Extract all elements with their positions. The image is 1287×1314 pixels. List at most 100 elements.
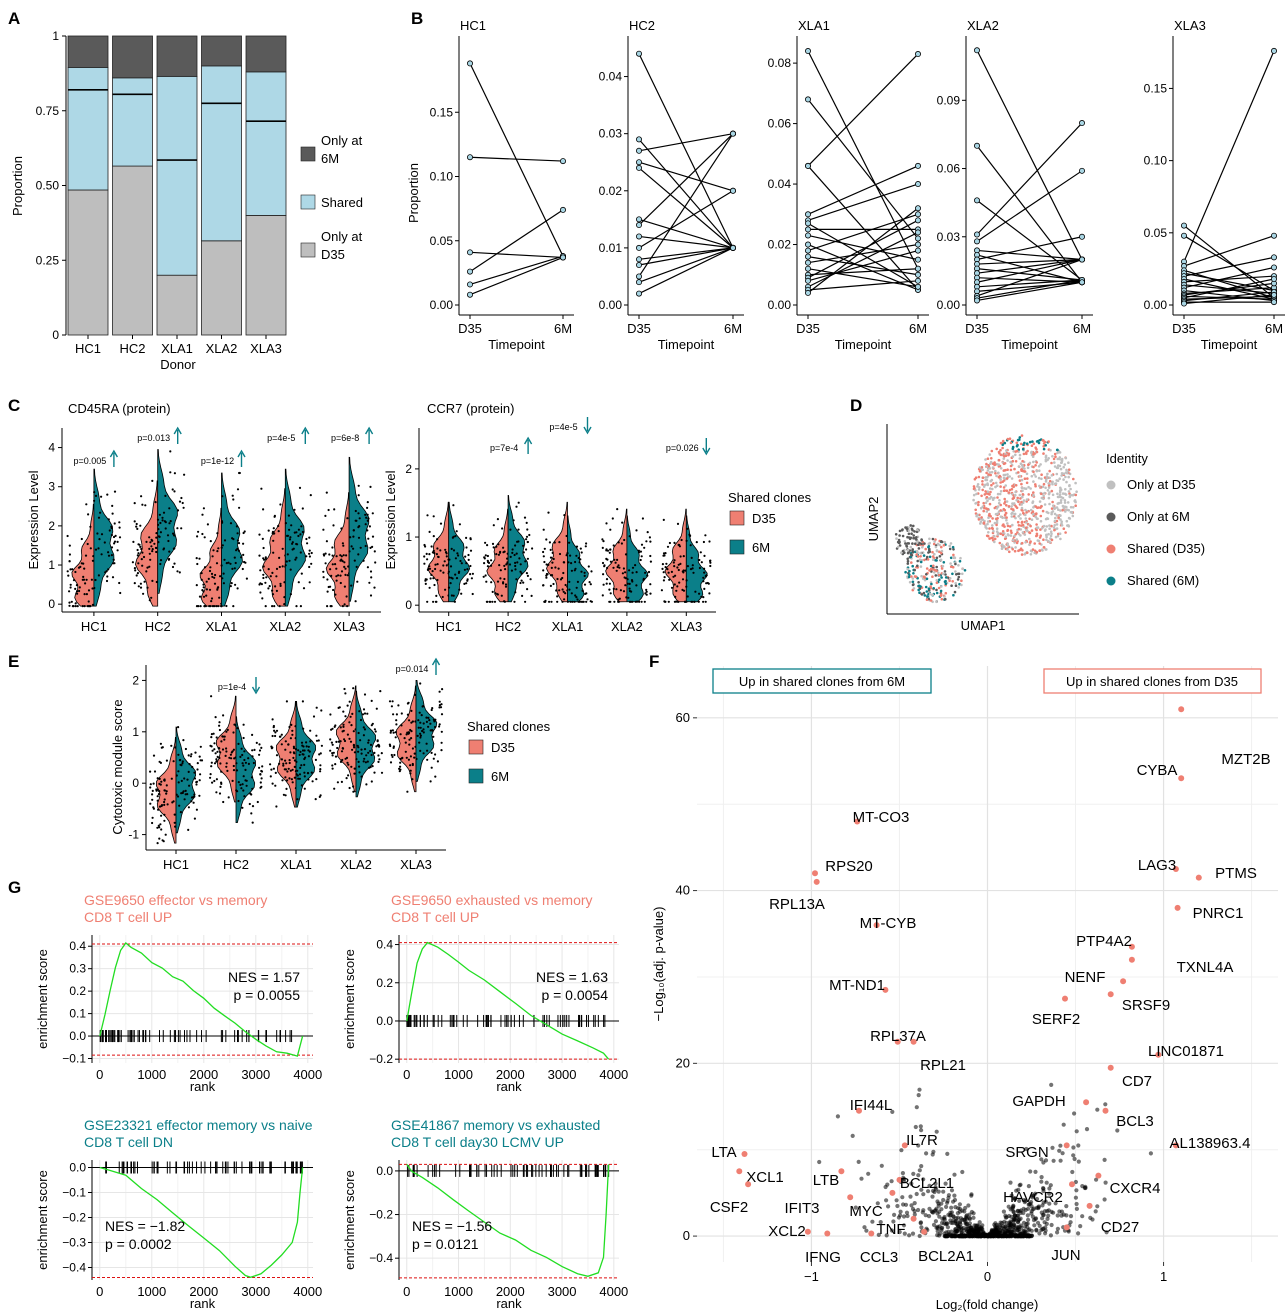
cell-dot <box>274 731 277 734</box>
cell-dot <box>457 554 460 557</box>
gene-point <box>947 1213 953 1218</box>
arrow-up-icon <box>301 426 310 435</box>
umap-cell-point <box>1028 440 1032 444</box>
cell-dot <box>333 508 336 511</box>
cell-dot <box>290 723 293 727</box>
legend-dot <box>1106 544 1116 554</box>
clone-trajectory-line <box>638 133 734 277</box>
umap-cell-point <box>1009 529 1013 533</box>
cell-dot <box>440 713 444 716</box>
cell-dot <box>260 583 263 586</box>
gene-point <box>892 1212 897 1217</box>
cell-dot <box>133 502 136 505</box>
gene-label: MZT2B <box>1221 751 1270 768</box>
umap-cell-point <box>1001 446 1004 450</box>
cell-dot <box>271 605 274 608</box>
umap-cell-point <box>1054 482 1058 485</box>
cell-dot <box>297 777 300 780</box>
umap-cell-point <box>1008 437 1012 441</box>
clone-trajectory-line <box>469 209 564 273</box>
cell-dot <box>228 756 231 759</box>
cell-dot <box>156 826 159 829</box>
cell-dot <box>704 534 707 537</box>
gene-point <box>989 1234 994 1239</box>
cell-dot <box>310 551 313 555</box>
cell-dot <box>442 564 445 567</box>
cell-dot <box>221 748 225 751</box>
clone-trajectory-line <box>469 156 564 162</box>
cell-dot <box>201 589 204 592</box>
cell-dot <box>149 541 152 544</box>
umap-cell-point <box>988 502 992 506</box>
umap-cell-point <box>900 528 904 532</box>
cell-dot <box>74 605 77 608</box>
gene-label: CD7 <box>1122 1073 1152 1090</box>
cell-dot <box>578 600 581 603</box>
umap-cell-point <box>1040 477 1043 481</box>
cell-dot <box>294 748 298 751</box>
clone-trajectory-line <box>976 258 1083 297</box>
cell-dot <box>158 826 161 829</box>
cell-dot <box>343 565 346 569</box>
cell-dot <box>286 553 289 556</box>
cell-dot <box>262 576 265 580</box>
cell-dot <box>205 580 208 583</box>
umap-cell-point <box>1002 486 1006 489</box>
cell-dot <box>67 574 70 577</box>
cell-dot <box>69 583 72 586</box>
cell-dot <box>411 778 414 781</box>
cell-dot <box>584 592 587 596</box>
umap-cell-point <box>1064 456 1068 460</box>
umap-cell-point <box>1003 441 1007 445</box>
umap-cell-point <box>1048 469 1051 473</box>
umap-cell-point <box>981 468 984 472</box>
umap-cell-point <box>1001 546 1004 549</box>
cell-dot <box>281 565 284 568</box>
y-tick-label: 0.0 <box>69 1029 86 1043</box>
umap-cell-point <box>1021 531 1025 534</box>
cell-dot <box>143 580 146 583</box>
gene-point <box>1051 1158 1056 1163</box>
cell-dot <box>486 565 489 568</box>
clone-trajectory-line <box>1183 272 1275 292</box>
umap-cell-point <box>1031 510 1035 513</box>
umap-cell-point <box>1003 497 1006 501</box>
umap-cell-point <box>898 544 902 547</box>
clone-point-d35 <box>636 222 643 229</box>
umap-cell-point <box>1060 524 1064 527</box>
cell-dot <box>78 589 81 593</box>
cell-dot <box>352 730 355 733</box>
cell-dot <box>259 773 262 776</box>
cell-dot <box>692 571 695 574</box>
cell-dot <box>172 800 175 803</box>
cell-dot <box>410 737 413 740</box>
umap-cell-point <box>1005 504 1008 507</box>
cell-dot <box>243 530 246 533</box>
umap-cell-point <box>985 465 989 469</box>
clone-point-d35 <box>974 47 981 54</box>
gene-point <box>949 1210 955 1215</box>
cell-dot <box>100 553 103 556</box>
gene-point <box>901 1223 907 1228</box>
cell-dot <box>662 571 665 574</box>
cell-dot <box>422 705 425 708</box>
cell-dot <box>236 727 239 730</box>
cell-dot <box>490 581 493 584</box>
y-axis-title: UMAP2 <box>866 497 881 542</box>
umap-cell-point <box>1046 472 1049 476</box>
umap-cell-point <box>922 575 926 578</box>
cell-dot <box>216 755 219 759</box>
umap-cell-point <box>989 462 992 466</box>
cell-dot <box>408 719 411 722</box>
cell-dot <box>272 539 275 542</box>
gene-point <box>1046 1213 1051 1218</box>
umap-cell-point <box>980 466 984 469</box>
gene-point <box>969 1193 974 1198</box>
cell-dot <box>366 513 369 516</box>
cell-dot <box>522 544 525 547</box>
cell-dot <box>354 519 357 522</box>
umap-cell-point <box>1006 473 1009 476</box>
gene-point <box>933 1185 938 1190</box>
